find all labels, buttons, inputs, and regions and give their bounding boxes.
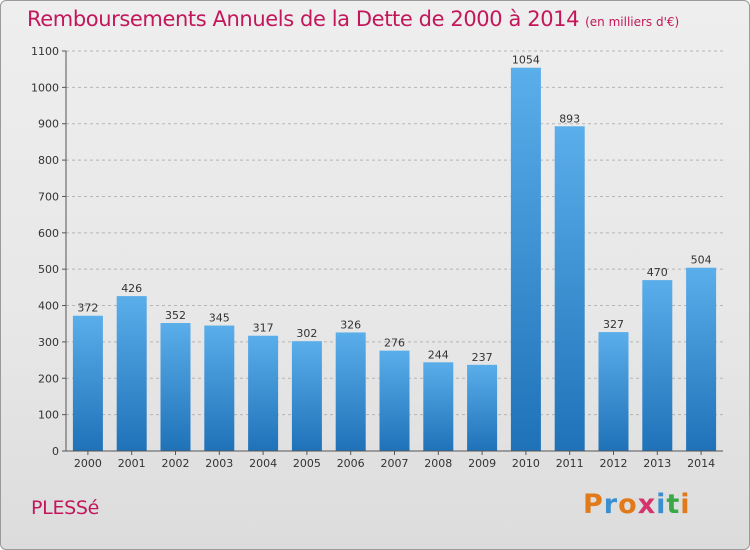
bar-2003 [204,325,235,451]
bar-2006 [335,332,366,451]
bar-2001 [116,296,147,451]
x-tick-label-2004: 2004 [249,457,277,470]
bar-2010 [510,67,541,452]
data-label-2011: 893 [559,112,580,125]
data-label-2000: 372 [77,302,98,315]
x-tick-label-2001: 2001 [118,457,146,470]
bar-2014 [686,267,717,451]
data-label-2005: 302 [296,327,317,340]
bar-2008 [423,362,454,451]
data-label-2013: 470 [647,266,668,279]
y-tick-label: 1100 [31,45,59,58]
bar-2012 [598,332,629,451]
chart-title-text: Remboursements Annuels de la Dette de 20… [27,7,580,31]
logo-letter: o [618,489,638,520]
y-tick-label: 800 [38,154,59,167]
data-label-2003: 345 [209,312,230,325]
bar-2009 [467,364,498,451]
data-label-2014: 504 [691,254,712,267]
bar-2011 [554,126,585,451]
y-tick-label: 200 [38,372,59,385]
data-labels: 372 426 352 345 317 302 326 276 244 237 1054 893 327… [77,54,711,364]
axes: 0 100 200 300 400 500 600 700 800 900 1000 1100 2000… [31,45,723,470]
data-label-2008: 244 [428,348,449,361]
y-tick-label: 700 [38,190,59,203]
logo-letter: r [603,489,619,520]
bars [72,67,717,452]
data-label-2007: 276 [384,337,405,350]
chart-title: Remboursements Annuels de la Dette de 20… [27,7,679,31]
data-label-2010: 1054 [512,54,540,67]
x-tick-label-2005: 2005 [293,457,321,470]
y-tick-label: 0 [52,445,59,458]
data-label-2009: 237 [472,351,493,364]
y-tick-label: 100 [38,409,59,422]
bar-2002 [160,323,191,451]
x-tick-label-2003: 2003 [205,457,233,470]
logo-letter: i [680,489,691,520]
x-tick-label-2014: 2014 [687,457,715,470]
bar-2005 [291,341,322,451]
logo-letter: t [666,489,681,520]
x-tick-label-2006: 2006 [337,457,365,470]
data-label-2001: 426 [121,282,142,295]
bar-2013 [642,280,673,451]
x-tick-label-2008: 2008 [424,457,452,470]
bar-2007 [379,350,410,451]
data-label-2004: 317 [253,322,274,335]
y-tick-label: 500 [38,263,59,276]
x-tick-label-2010: 2010 [512,457,540,470]
x-tick-label-2002: 2002 [162,457,190,470]
bar-2004 [248,335,279,451]
x-tick-label-2011: 2011 [556,457,584,470]
y-tick-label: 1000 [31,81,59,94]
chart-unit-note: (en milliers d'€) [585,15,680,29]
y-tick-label: 600 [38,227,59,240]
x-tick-label-2000: 2000 [74,457,102,470]
logo-letter: P [583,489,604,520]
proxiti-logo: Proxiti [583,489,691,521]
y-tick-label: 400 [38,300,59,313]
x-tick-label-2009: 2009 [468,457,496,470]
x-tick-label-2007: 2007 [381,457,409,470]
data-label-2012: 327 [603,318,624,331]
y-tick-label: 300 [38,336,59,349]
x-tick-label-2012: 2012 [600,457,628,470]
x-tick-label-2013: 2013 [643,457,671,470]
data-label-2002: 352 [165,309,186,322]
bar-2000 [72,315,103,451]
logo-letter: x [637,489,657,520]
y-tick-label: 900 [38,118,59,131]
logo-letter: i [656,489,667,520]
data-label-2006: 326 [340,318,361,331]
commune-name: PLESSé [31,497,100,519]
